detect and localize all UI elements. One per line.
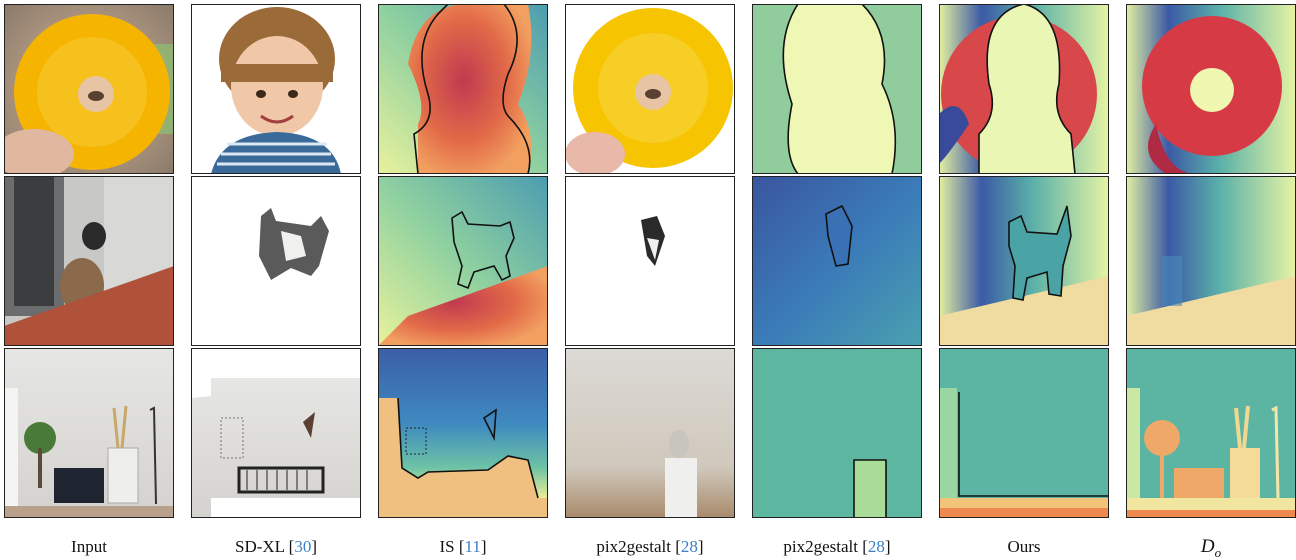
shape <box>565 348 735 518</box>
shape <box>4 388 18 518</box>
page: {"captions": [ {"text": "Input"}, {"text… <box>0 0 1296 560</box>
caption: Input <box>71 537 107 556</box>
image-panel <box>0 4 174 179</box>
image-panel <box>752 4 922 174</box>
caption-part: Ours <box>1007 537 1040 556</box>
shape <box>4 506 174 518</box>
caption-part: ] <box>481 537 487 556</box>
image-panel <box>4 348 174 518</box>
caption: Do <box>1200 536 1222 560</box>
image-panel <box>939 348 1109 518</box>
shape <box>14 176 54 306</box>
shape <box>669 430 689 458</box>
image-panel <box>378 4 548 174</box>
caption-part: Input <box>71 537 107 556</box>
image-panel <box>565 348 735 518</box>
image-panel <box>191 348 361 518</box>
caption-part: 11 <box>464 537 480 556</box>
caption-part: o <box>1215 545 1222 560</box>
shape <box>565 132 625 176</box>
caption-part: ] <box>885 537 891 556</box>
image-panel <box>1126 348 1296 518</box>
image-panel <box>1126 4 1296 174</box>
caption-part: 28 <box>868 537 885 556</box>
caption: Ours <box>1007 537 1040 556</box>
image-panel <box>191 4 361 174</box>
shape <box>256 90 266 98</box>
caption-part: 28 <box>681 537 698 556</box>
image-panel <box>752 176 922 346</box>
caption-part: ] <box>698 537 704 556</box>
shape <box>54 468 104 503</box>
shape <box>288 90 298 98</box>
shape <box>854 460 886 518</box>
shape <box>191 378 361 518</box>
shape <box>1162 256 1182 306</box>
image-panel <box>565 176 735 346</box>
caption: pix2gestalt [28] <box>783 537 890 556</box>
shape <box>752 348 922 518</box>
shape <box>939 348 1109 518</box>
image-panel <box>191 176 361 346</box>
shape <box>1190 68 1234 112</box>
caption-part: D <box>1200 536 1215 557</box>
caption-part: ] <box>311 537 317 556</box>
image-panel <box>378 176 548 346</box>
caption: SD-XL [30] <box>235 537 317 556</box>
shape <box>38 448 42 488</box>
image-panel <box>565 4 735 176</box>
image-panel <box>378 348 548 518</box>
image-panel <box>939 176 1109 346</box>
image-panel <box>752 348 922 518</box>
caption: pix2gestalt [28] <box>596 537 703 556</box>
figure: InputSD-XL [30]IS [11]pix2gestalt [28]pi… <box>0 0 1296 560</box>
caption-part: SD-XL [ <box>235 537 295 556</box>
image-panel <box>939 4 1109 174</box>
shape <box>665 458 697 518</box>
caption-part: pix2gestalt [ <box>596 537 681 556</box>
shape <box>1230 448 1260 500</box>
image-panel <box>1126 176 1296 346</box>
shape <box>1126 510 1296 518</box>
shape <box>565 176 735 346</box>
shape <box>1160 448 1164 498</box>
caption-part: IS [ <box>439 537 464 556</box>
shape <box>88 91 104 101</box>
shape <box>108 448 138 503</box>
shape <box>221 64 333 82</box>
shape <box>1174 468 1224 500</box>
shape <box>82 222 106 250</box>
image-panel <box>4 176 174 346</box>
caption-part: pix2gestalt [ <box>783 537 868 556</box>
shape <box>645 89 661 99</box>
caption: IS [11] <box>439 537 486 556</box>
caption-part: 30 <box>294 537 311 556</box>
shape <box>939 508 1109 518</box>
